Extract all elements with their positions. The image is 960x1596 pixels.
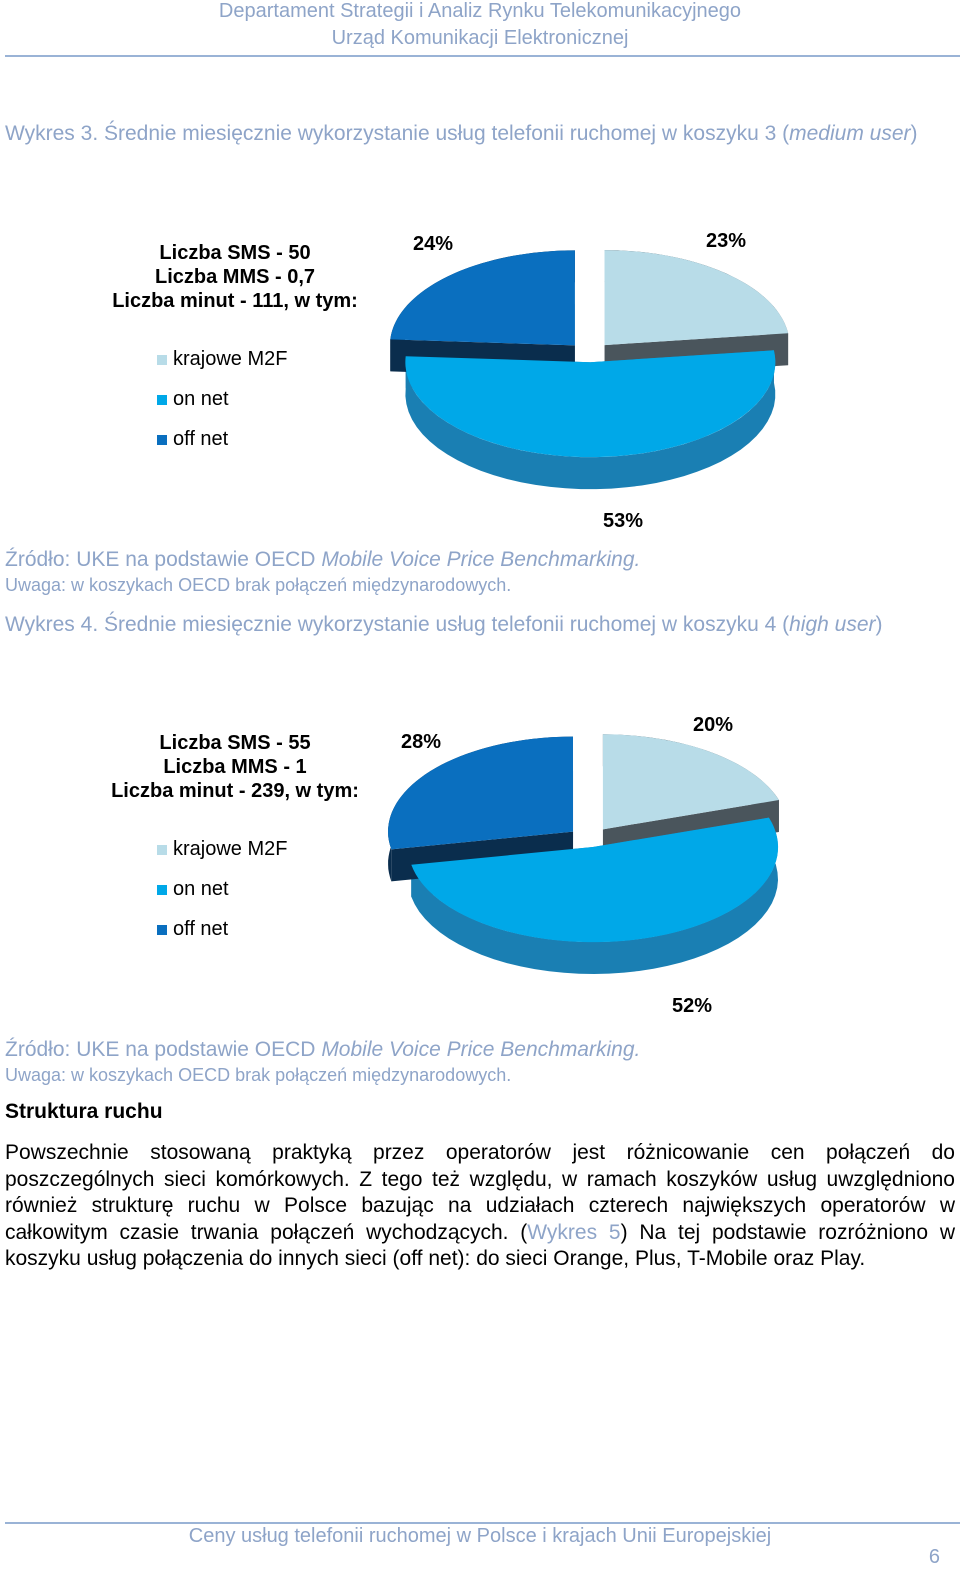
- pie-slice-offnet: [390, 250, 575, 346]
- chart4-legend-offnet: off net: [157, 918, 228, 941]
- pie-slice-wall-onnet: [405, 350, 776, 490]
- pie-slice-m2f: [602, 734, 779, 830]
- chart3-label-m2f: 23%: [706, 230, 747, 252]
- legend-swatch: [157, 354, 167, 365]
- pie-slice-onnet: [405, 350, 776, 458]
- figure-reference-link[interactable]: Wykres 5: [527, 1220, 621, 1244]
- pie-slice-offnet: [388, 736, 574, 850]
- page-number: 6: [928, 1546, 940, 1568]
- pie-slice-m2f: [604, 250, 789, 346]
- chart4-summary: Liczba SMS - 55 Liczba MMS - 1 Liczba mi…: [100, 731, 370, 803]
- pie-slice-wall-onnet: [411, 817, 778, 974]
- chart3-note: Uwaga: w koszykach OECD brak połączeń mi…: [5, 575, 512, 595]
- chart3-label-offnet: 24%: [413, 233, 454, 255]
- chart3-minutes-count: Liczba minut - 111, w tym:: [112, 290, 358, 312]
- legend-swatch: [157, 844, 167, 855]
- footer-rule: [5, 1522, 960, 1524]
- chart4-legend-onnet: on net: [157, 878, 229, 901]
- legend-swatch: [157, 394, 167, 405]
- chart4-sms-count: Liczba SMS - 55: [159, 732, 311, 754]
- chart3-legend-onnet: on net: [157, 388, 229, 411]
- section-paragraph: Powszechnie stosowaną praktyką przez ope…: [5, 1141, 955, 1270]
- legend-swatch: [157, 924, 167, 935]
- chart4-note: Uwaga: w koszykach OECD brak połączeń mi…: [5, 1065, 512, 1085]
- chart4-label-onnet: 52%: [672, 995, 713, 1017]
- pie-slice-onnet: [411, 817, 779, 943]
- chart3-legend-offnet: off net: [157, 428, 228, 451]
- chart4-pie: [388, 734, 779, 974]
- chart3-summary: Liczba SMS - 50 Liczba MMS - 0,7 Liczba …: [100, 241, 370, 313]
- legend-swatch: [157, 434, 167, 445]
- chart3-mms-count: Liczba MMS - 0,7: [154, 266, 316, 288]
- chart4-mms-count: Liczba MMS - 1: [163, 756, 307, 778]
- header-rule: [5, 55, 960, 57]
- header-department: Departament Strategii i Analiz Rynku Tel…: [218, 0, 742, 22]
- chart3-sms-count: Liczba SMS - 50: [159, 242, 311, 264]
- chart3-label-onnet: 53%: [603, 510, 644, 532]
- chart3-legend-m2f: krajowe M2F: [157, 348, 287, 371]
- legend-swatch: [157, 884, 167, 895]
- footer-title: Ceny usług telefonii ruchomej w Polsce i…: [188, 1525, 772, 1547]
- section-title: Struktura ruchu: [5, 1100, 163, 1123]
- chart4-legend-m2f: krajowe M2F: [157, 838, 287, 861]
- chart3-caption: Wykres 3. Średnie miesięcznie wykorzysta…: [5, 122, 918, 145]
- chart3-source: Źródło: UKE na podstawie OECD Mobile Voi…: [5, 548, 641, 571]
- chart4-label-offnet: 28%: [401, 731, 442, 753]
- chart4-source: Źródło: UKE na podstawie OECD Mobile Voi…: [5, 1038, 641, 1061]
- chart3-pie: [390, 250, 789, 490]
- chart4-caption: Wykres 4. Średnie miesięcznie wykorzysta…: [5, 613, 883, 636]
- chart4-minutes-count: Liczba minut - 239, w tym:: [111, 780, 359, 802]
- header-office: Urząd Komunikacji Elektronicznej: [331, 27, 629, 49]
- chart4-label-m2f: 20%: [693, 714, 734, 736]
